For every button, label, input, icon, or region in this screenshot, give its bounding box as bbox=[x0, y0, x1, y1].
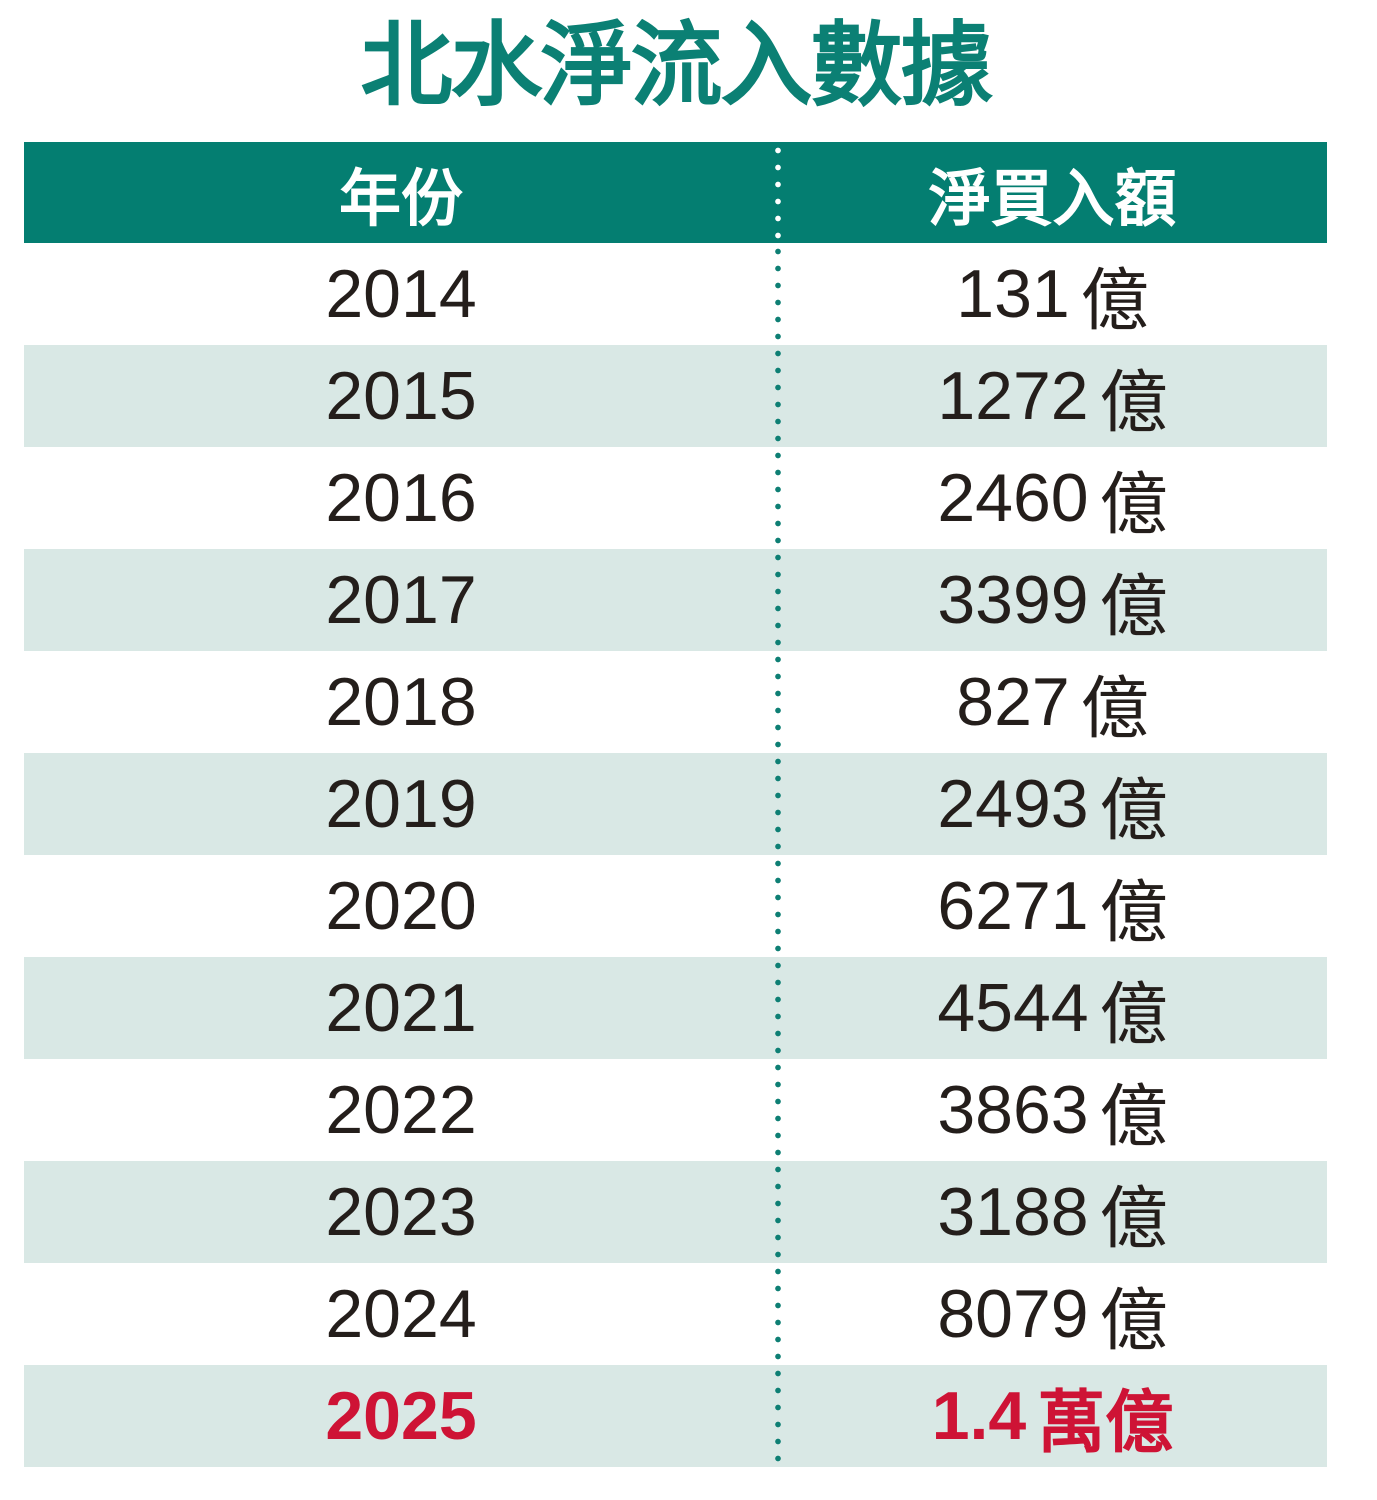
table-row: 2018 827 億 bbox=[24, 651, 1327, 753]
amount-unit: 億 bbox=[1099, 466, 1168, 543]
table-row: 2014 131 億 bbox=[24, 243, 1327, 345]
year-column-header: 年份 bbox=[338, 164, 463, 234]
year-cell: 2024 bbox=[325, 1276, 477, 1352]
data-table: 年份 淨買入額 2014 131 億 2015 1272 億 2016 2460 億 … bbox=[24, 142, 1327, 1467]
amount-cell: 8079 億 bbox=[778, 1263, 1327, 1365]
table-row: 2020 6271 億 bbox=[24, 855, 1327, 957]
year-cell: 2015 bbox=[325, 358, 477, 434]
amount-value: 6271 bbox=[937, 868, 1089, 944]
amount-unit: 億 bbox=[1099, 568, 1168, 645]
amount-cell: 6271 億 bbox=[778, 855, 1327, 957]
table-row: 2017 3399 億 bbox=[24, 549, 1327, 651]
amount-value: 4544 bbox=[937, 970, 1089, 1046]
table-row: 2022 3863 億 bbox=[24, 1059, 1327, 1161]
amount-value: 3399 bbox=[937, 562, 1089, 638]
amount-value: 1.4 bbox=[931, 1378, 1027, 1454]
year-cell: 2019 bbox=[325, 766, 477, 842]
amount-value: 8079 bbox=[937, 1276, 1089, 1352]
amount-cell: 1272 億 bbox=[778, 345, 1327, 447]
amount-value: 1272 bbox=[937, 358, 1089, 434]
amount-unit: 億 bbox=[1099, 874, 1168, 951]
amount-unit: 億 bbox=[1099, 1282, 1168, 1359]
year-cell: 2022 bbox=[325, 1072, 477, 1148]
amount-cell: 1.4 萬億 bbox=[778, 1365, 1327, 1467]
year-cell: 2014 bbox=[325, 256, 477, 332]
amount-column-header: 淨買入額 bbox=[928, 164, 1177, 234]
year-cell: 2021 bbox=[325, 970, 477, 1046]
amount-unit: 億 bbox=[1080, 262, 1149, 339]
amount-cell: 3863 億 bbox=[778, 1059, 1327, 1161]
amount-value: 2493 bbox=[937, 766, 1089, 842]
amount-cell: 131 億 bbox=[778, 243, 1327, 345]
amount-cell: 2460 億 bbox=[778, 447, 1327, 549]
table-row: 2023 3188 億 bbox=[24, 1161, 1327, 1263]
year-cell: 2016 bbox=[325, 460, 477, 536]
year-cell: 2018 bbox=[325, 664, 477, 740]
amount-unit: 億 bbox=[1099, 976, 1168, 1053]
table-row-highlight-2025: 2025 1.4 萬億 bbox=[24, 1365, 1327, 1467]
year-cell: 2017 bbox=[325, 562, 477, 638]
table-row: 2021 4544 億 bbox=[24, 957, 1327, 1059]
amount-value: 3863 bbox=[937, 1072, 1089, 1148]
amount-unit: 億 bbox=[1099, 772, 1168, 849]
amount-cell: 827 億 bbox=[778, 651, 1327, 753]
table-row: 2024 8079 億 bbox=[24, 1263, 1327, 1365]
amount-value: 3188 bbox=[937, 1174, 1089, 1250]
amount-cell: 3399 億 bbox=[778, 549, 1327, 651]
year-cell: 2023 bbox=[325, 1174, 477, 1250]
amount-value: 2460 bbox=[937, 460, 1089, 536]
page-title: 北水淨流入數據 bbox=[360, 15, 992, 117]
amount-value: 827 bbox=[956, 664, 1070, 740]
amount-cell: 2493 億 bbox=[778, 753, 1327, 855]
year-cell: 2025 bbox=[325, 1378, 477, 1454]
amount-cell: 4544 億 bbox=[778, 957, 1327, 1059]
amount-cell: 3188 億 bbox=[778, 1161, 1327, 1263]
table-header: 年份 淨買入額 bbox=[24, 142, 1327, 243]
table-row: 2019 2493 億 bbox=[24, 753, 1327, 855]
amount-unit: 億 bbox=[1099, 1078, 1168, 1155]
amount-value: 131 bbox=[956, 256, 1070, 332]
amount-unit: 億 bbox=[1080, 670, 1149, 747]
year-cell: 2020 bbox=[325, 868, 477, 944]
amount-unit: 億 bbox=[1099, 364, 1168, 441]
amount-unit: 萬億 bbox=[1037, 1384, 1174, 1461]
table-row: 2016 2460 億 bbox=[24, 447, 1327, 549]
amount-unit: 億 bbox=[1099, 1180, 1168, 1257]
table-row: 2015 1272 億 bbox=[24, 345, 1327, 447]
